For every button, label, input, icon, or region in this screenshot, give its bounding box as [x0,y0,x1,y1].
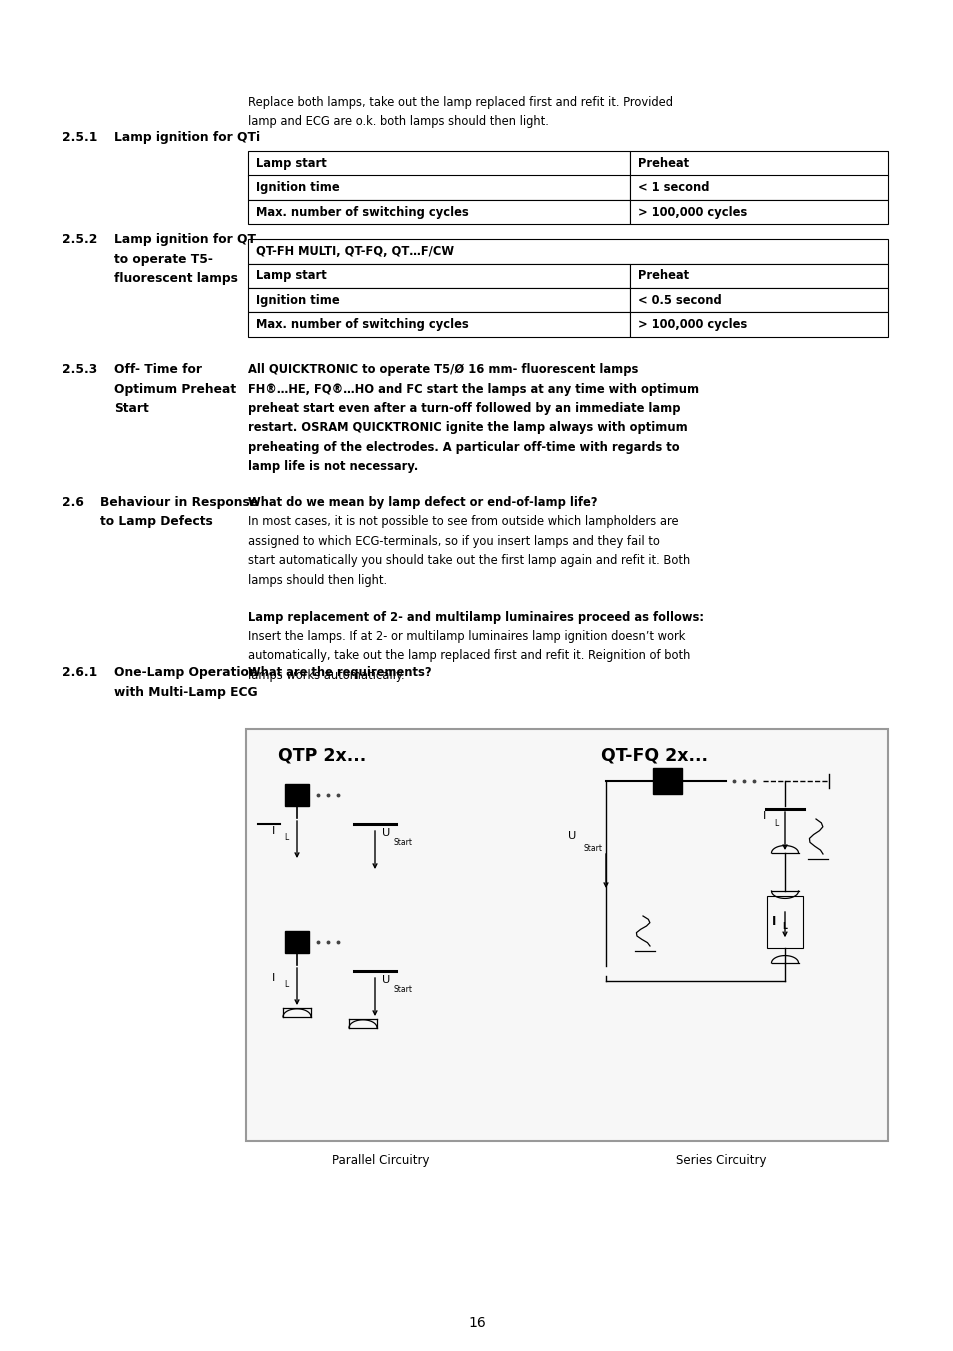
Text: QT-FH MULTI, QT-FQ, QT…F/CW: QT-FH MULTI, QT-FQ, QT…F/CW [255,245,454,258]
Text: Ignition time: Ignition time [255,293,339,307]
Text: Optimum Preheat: Optimum Preheat [113,382,236,396]
Text: Preheat: Preheat [638,269,688,282]
Text: In most cases, it is not possible to see from outside which lampholders are: In most cases, it is not possible to see… [248,516,678,528]
Text: Series Circuitry: Series Circuitry [675,1154,765,1167]
Bar [766,896,802,948]
Bar [629,151,887,176]
Text: I: I [272,825,275,836]
Text: assigned to which ECG-terminals, so if you insert lamps and they fail to: assigned to which ECG-terminals, so if y… [248,535,659,549]
Bar [629,312,887,336]
Text: Max. number of switching cycles: Max. number of switching cycles [255,319,468,331]
Text: QT-FQ 2x...: QT-FQ 2x... [600,747,707,765]
Text: All QUICKTRONIC to operate T5/Ø 16 mm- fluorescent lamps: All QUICKTRONIC to operate T5/Ø 16 mm- f… [248,363,638,376]
Text: 2.6.1: 2.6.1 [62,666,97,680]
Text: 2.5.1: 2.5.1 [62,131,97,145]
Text: automatically, take out the lamp replaced first and refit it. Reignition of both: automatically, take out the lamp replace… [248,650,690,662]
Bar [629,200,887,224]
Text: > 100,000 cycles: > 100,000 cycles [638,205,746,219]
Bar [248,200,629,224]
Text: 2.5.3: 2.5.3 [62,363,97,376]
Text: Start: Start [113,403,149,415]
Bar [246,730,887,1142]
Bar [629,263,887,288]
Text: I: I [272,973,275,984]
Text: preheat start even after a turn-off followed by an immediate lamp: preheat start even after a turn-off foll… [248,403,679,415]
Bar [248,176,629,200]
Text: lamp and ECG are o.k. both lamps should then light.: lamp and ECG are o.k. both lamps should … [248,115,548,128]
Bar [629,176,887,200]
Bar [248,288,629,312]
Bar [285,931,309,952]
Text: Start: Start [393,838,412,847]
Text: L: L [284,834,288,843]
Text: U: U [381,828,390,838]
Text: L: L [781,923,786,931]
Text: Lamp start: Lamp start [255,269,327,282]
Text: < 1 second: < 1 second [638,181,709,195]
Bar [629,288,887,312]
Bar [248,151,629,176]
Text: Start: Start [393,985,412,994]
Text: with Multi-Lamp ECG: with Multi-Lamp ECG [113,685,257,698]
Bar [248,312,629,336]
Text: Insert the lamps. If at 2- or multilamp luminaires lamp ignition doesn’t work: Insert the lamps. If at 2- or multilamp … [248,630,684,643]
Text: < 0.5 second: < 0.5 second [638,293,721,307]
Text: restart. OSRAM QUICKTRONIC ignite the lamp always with optimum: restart. OSRAM QUICKTRONIC ignite the la… [248,422,687,435]
Text: Start: Start [583,844,602,854]
Text: One-Lamp Operation: One-Lamp Operation [113,666,257,680]
Text: to operate T5-: to operate T5- [113,253,213,266]
Text: Behaviour in Response: Behaviour in Response [100,496,258,509]
Text: Parallel Circuitry: Parallel Circuitry [332,1154,429,1167]
Bar [652,767,681,794]
Text: > 100,000 cycles: > 100,000 cycles [638,319,746,331]
Text: Lamp replacement of 2- and multilamp luminaires proceed as follows:: Lamp replacement of 2- and multilamp lum… [248,611,703,624]
Text: lamps should then light.: lamps should then light. [248,574,387,586]
Text: I: I [762,811,765,821]
Text: Lamp start: Lamp start [255,157,327,170]
Text: U: U [567,831,576,842]
Text: I: I [771,916,776,928]
Text: Off- Time for: Off- Time for [113,363,202,376]
Text: Replace both lamps, take out the lamp replaced first and refit it. Provided: Replace both lamps, take out the lamp re… [248,96,672,109]
Bar [248,263,629,288]
Text: Ignition time: Ignition time [255,181,339,195]
Text: to Lamp Defects: to Lamp Defects [100,516,213,528]
Text: start automatically you should take out the first lamp again and refit it. Both: start automatically you should take out … [248,554,690,567]
Text: fluorescent lamps: fluorescent lamps [113,272,237,285]
Text: Lamp ignition for QT: Lamp ignition for QT [113,232,255,246]
Text: 2.6: 2.6 [62,496,84,509]
Text: preheating of the electrodes. A particular off-time with regards to: preheating of the electrodes. A particul… [248,440,679,454]
Text: Lamp ignition for QTi: Lamp ignition for QTi [113,131,260,145]
Text: Preheat: Preheat [638,157,688,170]
Text: L: L [284,981,288,989]
Text: U: U [381,975,390,985]
Text: QTP 2x...: QTP 2x... [277,747,366,765]
Text: Max. number of switching cycles: Max. number of switching cycles [255,205,468,219]
Text: FH®…HE, FQ®…HO and FC start the lamps at any time with optimum: FH®…HE, FQ®…HO and FC start the lamps at… [248,382,699,396]
Text: lamp life is not necessary.: lamp life is not necessary. [248,461,417,473]
Bar [285,784,309,807]
Text: lamps works automatically.: lamps works automatically. [248,669,404,682]
Text: What are the requirements?: What are the requirements? [248,666,431,680]
Text: L: L [773,820,778,828]
Text: 2.5.2: 2.5.2 [62,232,97,246]
Text: What do we mean by lamp defect or end-of-lamp life?: What do we mean by lamp defect or end-of… [248,496,597,509]
Text: 16: 16 [468,1316,485,1329]
Bar [248,239,887,263]
